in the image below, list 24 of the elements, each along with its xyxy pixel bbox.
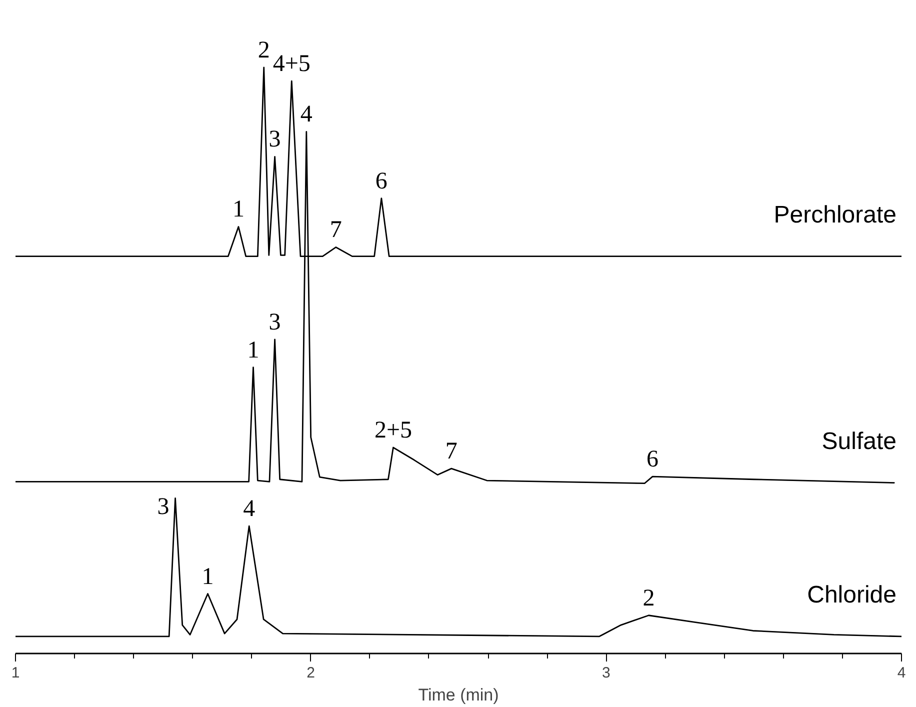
series-label: Perchlorate [774,201,897,228]
annotation: 3 [268,126,281,153]
annotation: 4+5 [272,51,310,78]
x-tick-label: 4 [897,664,906,682]
x-axis-title: Time (min) [418,686,499,704]
annotation: 2+5 [374,418,412,444]
series-label: Chloride [807,581,897,608]
annotation: 7 [445,438,458,465]
annotation: 1 [202,564,214,590]
x-tick-label: 1 [11,664,20,682]
annotation: 4 [300,102,312,128]
annotation: 1 [247,337,260,364]
annotation: 2 [642,585,655,612]
annotation: 3 [157,494,170,520]
x-tick-label: 2 [306,664,316,682]
series-label: Sulfate [822,428,896,455]
annotation: 3 [268,309,281,336]
annotation: 7 [330,217,342,244]
annotation: 1 [232,196,244,223]
annotation: 4 [243,496,256,522]
annotation: 6 [646,446,659,473]
annotation: 2 [258,37,270,64]
annotation: 6 [375,168,388,194]
x-tick-label: 3 [602,664,610,682]
